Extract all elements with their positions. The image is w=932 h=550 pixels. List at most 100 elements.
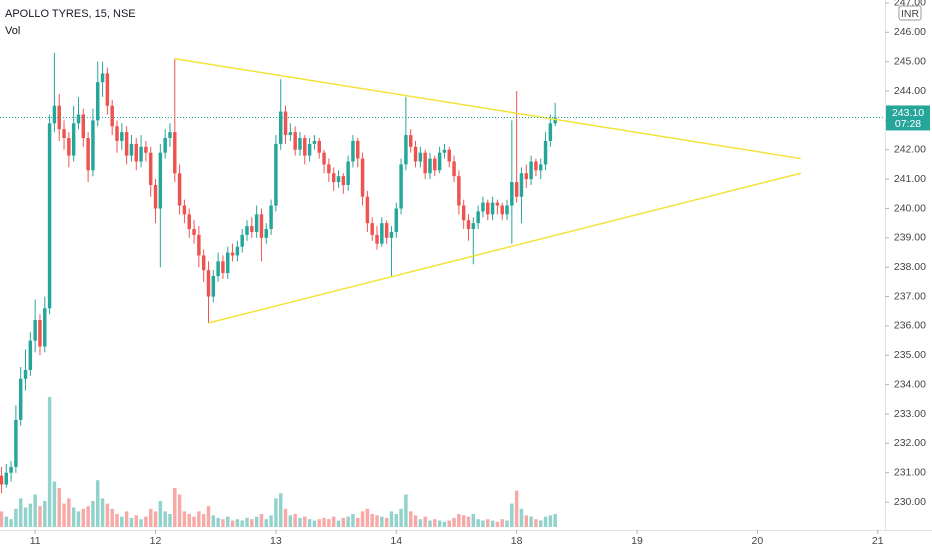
volume-bar bbox=[457, 514, 461, 527]
volume-bar bbox=[471, 514, 476, 527]
volume-bar bbox=[18, 498, 23, 527]
candle-body bbox=[28, 340, 33, 370]
candle-body bbox=[269, 205, 273, 230]
volume-bar bbox=[115, 514, 119, 527]
candle-body bbox=[148, 152, 153, 185]
candle-body bbox=[168, 132, 172, 139]
chart-title: APOLLO TYRES, 15, NSE bbox=[5, 8, 136, 20]
volume-bar bbox=[466, 516, 471, 527]
volume-bar bbox=[384, 517, 389, 527]
currency-box[interactable] bbox=[898, 5, 922, 21]
volume-bar bbox=[144, 516, 148, 527]
volume-bar bbox=[168, 514, 172, 527]
candle-body bbox=[428, 158, 432, 174]
volume-bar bbox=[153, 511, 158, 527]
volume-bar bbox=[452, 517, 456, 527]
volume-bar bbox=[71, 507, 76, 527]
candle-body bbox=[505, 205, 509, 215]
y-tick-label: 247.00 bbox=[894, 0, 926, 9]
volume-bar bbox=[43, 501, 47, 527]
trendline bbox=[208, 172, 801, 324]
candle-body bbox=[52, 105, 57, 124]
volume-bar bbox=[437, 520, 442, 527]
candle-body bbox=[43, 308, 47, 347]
candle-body bbox=[307, 143, 312, 156]
candle-body bbox=[548, 123, 553, 141]
candle-body bbox=[389, 231, 394, 238]
volume-bar bbox=[173, 488, 177, 527]
volume-bar bbox=[14, 508, 18, 527]
candle-body bbox=[187, 214, 191, 230]
volume-bar bbox=[4, 516, 8, 527]
volume-bar bbox=[317, 519, 321, 527]
candle-body bbox=[327, 164, 331, 174]
candle-body bbox=[105, 73, 110, 106]
candle-body bbox=[336, 176, 341, 183]
candle-body bbox=[144, 146, 148, 153]
volume-bar bbox=[81, 508, 86, 527]
volume-bar bbox=[389, 511, 394, 527]
candle-body bbox=[201, 255, 206, 271]
candle-body bbox=[553, 117, 557, 124]
candle-body bbox=[216, 261, 220, 277]
volume-bar bbox=[47, 397, 52, 527]
x-tick-label: 14 bbox=[390, 535, 402, 547]
candle-body bbox=[278, 111, 283, 144]
candle-body bbox=[245, 226, 249, 235]
candle-body bbox=[346, 161, 350, 185]
volume-bar bbox=[553, 514, 557, 527]
candle-body bbox=[490, 202, 495, 215]
candle-body bbox=[0, 475, 4, 485]
candle-body bbox=[4, 472, 8, 485]
y-tick-label: 237.00 bbox=[894, 290, 926, 302]
candle-body bbox=[476, 211, 480, 224]
candle-body bbox=[221, 261, 225, 274]
candle-body bbox=[413, 146, 418, 162]
countdown: 07:28 bbox=[895, 118, 921, 130]
candle-body bbox=[177, 173, 182, 206]
volume-bar bbox=[399, 508, 403, 527]
volume-bar bbox=[33, 494, 37, 527]
volume-bar bbox=[413, 515, 418, 527]
volume-bar bbox=[226, 516, 230, 527]
candle-body bbox=[211, 276, 216, 297]
candle-body bbox=[110, 105, 114, 127]
candle-body bbox=[500, 205, 504, 215]
candle-body bbox=[91, 120, 95, 171]
volume-bar bbox=[514, 490, 519, 527]
volume-bar bbox=[110, 508, 114, 527]
x-tick-label: 13 bbox=[270, 535, 282, 547]
volume-bar bbox=[235, 519, 240, 527]
candle-body bbox=[124, 132, 129, 156]
candle-body bbox=[254, 214, 259, 232]
volume-bar bbox=[129, 517, 134, 527]
candle-body bbox=[437, 152, 442, 171]
candle-body bbox=[57, 105, 61, 130]
volume-bar bbox=[0, 511, 4, 527]
candle-body bbox=[519, 173, 524, 197]
candle-body bbox=[293, 132, 297, 150]
volume-bar bbox=[105, 503, 110, 527]
currency[interactable]: INR bbox=[901, 8, 920, 20]
volume-bar bbox=[230, 520, 235, 527]
candle-body bbox=[259, 214, 264, 238]
candle-body bbox=[81, 114, 86, 139]
y-tick-label: 245.00 bbox=[894, 55, 926, 67]
candle-body bbox=[100, 73, 105, 83]
volume-bar bbox=[461, 515, 466, 527]
volume-bar bbox=[519, 508, 524, 527]
volume-bar bbox=[177, 494, 182, 527]
candle-body bbox=[356, 140, 360, 159]
volume-bar bbox=[331, 516, 336, 527]
volume-bar bbox=[28, 503, 33, 527]
volume-bar bbox=[134, 515, 138, 527]
volume-bar bbox=[428, 520, 432, 527]
x-tick-label: 21 bbox=[872, 535, 884, 547]
candle-body bbox=[283, 111, 288, 136]
volume-bar bbox=[278, 493, 283, 527]
candle-body bbox=[230, 252, 235, 256]
candle-body bbox=[76, 114, 81, 124]
candle-body bbox=[67, 138, 71, 156]
candle-body bbox=[510, 182, 514, 206]
